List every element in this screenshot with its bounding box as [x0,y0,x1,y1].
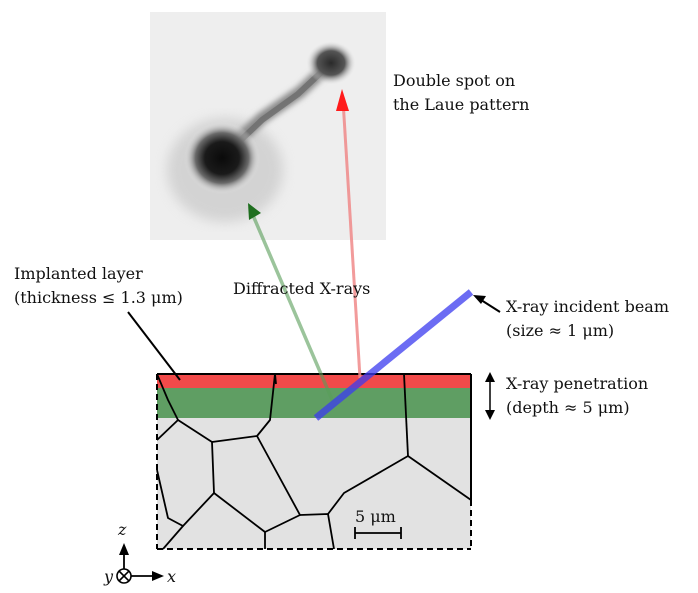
diffracted-beam-green [250,212,335,403]
penetration-label-line2: (depth ≈ 5 μm) [506,398,630,417]
penetration-double-arrow [485,372,495,420]
diffracted-beam-red [341,99,362,379]
incident-beam [313,289,474,421]
axis-x-label: x [167,567,177,586]
incident-label-line1: X-ray incident beam [506,297,669,316]
incident-label-line2: (size ≈ 1 μm) [506,321,615,340]
axis-y-label: y [104,567,114,586]
scale-bar [354,527,402,539]
arrow-green-head [248,203,261,220]
penetration-zone [157,388,471,418]
implanted-label-line2: (thickness ≤ 1.3 μm) [14,288,183,307]
incident-pointer-arrowhead [473,295,486,304]
penetration-label-line1: X-ray penetration [506,374,649,393]
implanted-pointer [127,311,181,381]
implanted-label-line1: Implanted layer [14,264,143,283]
axis-z-label: z [118,520,127,539]
diffracted-beams [248,89,362,403]
diffracted-label: Diffracted X-rays [233,279,371,298]
arrow-red-head [336,89,349,111]
grain-boundaries [156,373,472,550]
double-spot-label-line2: the Laue pattern [393,95,530,114]
laue-pattern-image [150,12,386,240]
implanted-layer [157,374,471,388]
sample-cross-section [156,373,472,550]
axes-triad-icon [116,543,164,584]
double-spot-label-line1: Double spot on [393,71,516,90]
scale-bar-label: 5 μm [355,507,396,526]
